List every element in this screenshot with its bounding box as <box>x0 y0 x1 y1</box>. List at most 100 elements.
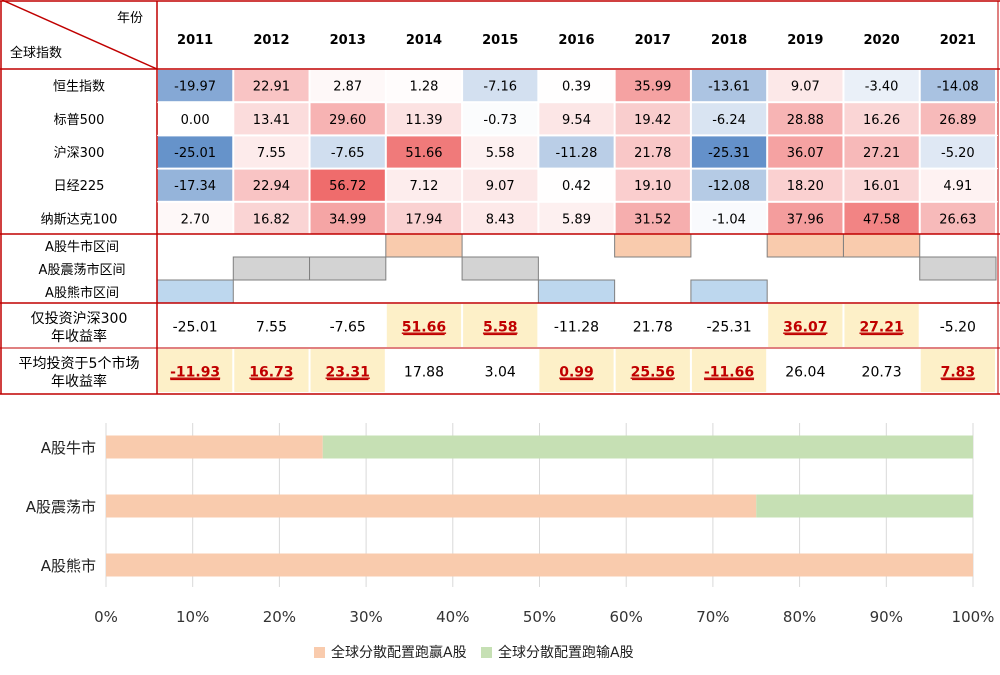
compare-value: 3.04 <box>485 365 516 381</box>
compare-value: -11.66 <box>704 365 754 381</box>
heat-cell <box>158 103 233 135</box>
heat-value: 19.10 <box>634 179 671 194</box>
compare-value: -11.93 <box>170 365 220 381</box>
heat-cell <box>768 70 843 102</box>
heat-cell <box>158 202 233 234</box>
heat-value: 0.00 <box>181 113 210 128</box>
heat-value: -14.08 <box>937 80 979 95</box>
x-tick-label: 20% <box>263 608 296 626</box>
year-header: 2016 <box>558 33 594 48</box>
heat-cell <box>615 202 690 234</box>
heat-cell <box>768 136 843 168</box>
heat-value: 0.42 <box>562 179 591 194</box>
compare-value: -25.01 <box>173 320 218 336</box>
heat-value: -17.34 <box>174 179 216 194</box>
heat-cell <box>920 169 995 201</box>
highlight-cell <box>463 304 538 347</box>
heat-cell <box>310 70 385 102</box>
heat-value: -25.01 <box>174 146 216 161</box>
compare-value: -11.28 <box>554 320 599 336</box>
heat-value: 26.63 <box>939 212 976 227</box>
highlight-cell <box>920 349 995 392</box>
heat-cell <box>310 136 385 168</box>
heat-value: 2.70 <box>181 212 210 227</box>
category-label: A股震荡市 <box>26 498 96 516</box>
heat-cell <box>386 169 462 201</box>
heat-cell <box>158 136 233 168</box>
compare-value: 36.07 <box>783 320 827 336</box>
compare-value: 0.99 <box>559 365 594 381</box>
highlight-cell <box>768 304 843 347</box>
highlight-cell <box>539 349 614 392</box>
heat-cell <box>539 202 614 234</box>
compare-label-sub: 年收益率 <box>51 373 107 390</box>
heat-value: 47.58 <box>863 212 900 227</box>
heat-value: 1.28 <box>409 80 438 95</box>
heat-cell <box>691 202 767 234</box>
year-header: 2011 <box>177 33 213 48</box>
heat-cell <box>234 202 309 234</box>
year-header: 2021 <box>940 33 976 48</box>
highlight-cell <box>844 304 919 347</box>
year-header: 2013 <box>330 33 366 48</box>
highlight-cell <box>310 349 385 392</box>
heat-value: -7.65 <box>331 146 365 161</box>
x-tick-label: 40% <box>436 608 469 626</box>
heat-cell <box>463 169 538 201</box>
year-header: 2012 <box>253 33 289 48</box>
x-tick-label: 60% <box>610 608 643 626</box>
heat-value: 5.58 <box>486 146 515 161</box>
heat-value: -12.08 <box>708 179 750 194</box>
heat-value: 16.01 <box>863 179 900 194</box>
heat-value: 28.88 <box>787 113 824 128</box>
heat-cell <box>539 136 614 168</box>
index-name: 标普500 <box>54 113 105 128</box>
legend-swatch <box>481 647 492 658</box>
heat-value: 22.94 <box>253 179 290 194</box>
x-tick-label: 10% <box>176 608 209 626</box>
heat-value: -11.28 <box>556 146 598 161</box>
heat-value: 16.26 <box>863 113 900 128</box>
heat-cell <box>234 169 309 201</box>
heat-cell <box>768 103 843 135</box>
heat-cell <box>234 136 309 168</box>
year-header: 2018 <box>711 33 747 48</box>
heat-value: 2.87 <box>333 80 362 95</box>
year-header: 2015 <box>482 33 518 48</box>
heat-cell <box>844 103 919 135</box>
compare-label: 仅投资沪深300 <box>31 311 128 327</box>
heat-cell <box>691 70 767 102</box>
heat-value: 21.78 <box>634 146 671 161</box>
index-name: 沪深300 <box>54 145 105 161</box>
heat-value: 31.52 <box>634 212 671 227</box>
heat-cell <box>386 103 462 135</box>
heat-value: 29.60 <box>329 113 366 128</box>
heat-cell <box>691 103 767 135</box>
highlight-cell <box>386 304 462 347</box>
heat-cell <box>691 169 767 201</box>
compare-value: -5.20 <box>940 320 976 336</box>
heat-cell <box>768 169 843 201</box>
heat-cell <box>463 70 538 102</box>
heat-value: 36.07 <box>787 146 824 161</box>
regime-block <box>461 256 539 281</box>
heat-cell <box>615 136 690 168</box>
heat-cell <box>920 202 995 234</box>
x-tick-label: 90% <box>870 608 903 626</box>
heat-value: 18.20 <box>787 179 824 194</box>
bar-segment <box>106 435 323 459</box>
corner-year-label: 年份 <box>117 11 143 26</box>
heat-cell <box>234 103 309 135</box>
heat-value: 16.82 <box>253 212 290 227</box>
highlight-cell <box>234 349 309 392</box>
compare-value: 20.73 <box>862 365 902 381</box>
regime-block <box>156 279 234 304</box>
heat-cell <box>615 169 690 201</box>
regime-label: A股熊市区间 <box>45 285 119 301</box>
heat-value: 7.55 <box>257 146 286 161</box>
heat-cell <box>463 103 538 135</box>
compare-label: 平均投资于5个市场 <box>19 355 140 372</box>
heat-value: 37.96 <box>787 212 824 227</box>
regime-block <box>690 279 768 304</box>
